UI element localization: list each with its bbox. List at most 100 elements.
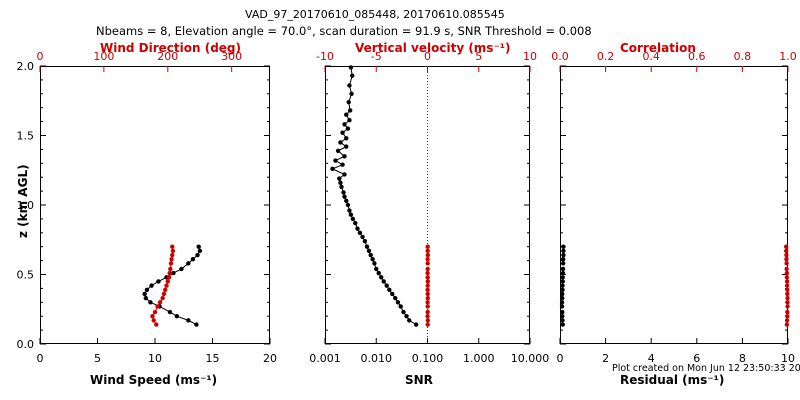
snr-point [364,244,370,249]
correlation-point [784,252,789,258]
wind-direction-point [164,283,169,288]
residual-point [559,300,565,305]
snr-point [339,184,344,190]
vertical-velocity-point [425,244,430,249]
x-tick-label: 0.100 [412,352,444,365]
snr-point [404,314,409,319]
residual-point [560,257,566,262]
x-tick-label: 0.010 [361,352,393,365]
wind-direction-point [161,291,167,297]
residual-point [560,287,565,292]
snr-point [338,180,343,185]
wind-speed-point [196,244,201,249]
wind-speed-point [194,322,199,327]
snr-point [346,99,351,105]
x-tick-label: 0.001 [309,352,341,365]
x-tick-label: 10 [523,50,537,63]
wind-speed-point [179,266,184,272]
y-tick-label: 2.0 [17,60,35,73]
correlation-point [785,291,790,297]
residual-point [560,283,565,288]
p3-bottom-axis-label: Residual (ms⁻¹) [620,373,725,387]
x-tick-label: 0 [37,352,44,365]
vertical-velocity-point [425,283,430,288]
x-tick-label: 6 [693,352,700,365]
vertical-velocity-point [425,257,430,262]
residual-point [560,318,565,323]
snr-point [357,230,363,235]
vertical-velocity-point [425,275,430,280]
snr-point [333,158,338,163]
snr-point [341,190,346,195]
snr-point [345,202,351,208]
panel-residual [560,66,788,344]
snr-point [381,279,386,284]
snr-point [393,295,398,301]
correlation-point [784,257,789,262]
correlation-point [785,287,790,292]
wind-speed-point [148,300,153,305]
residual-point [560,291,565,297]
correlation-point [784,270,790,276]
vertical-velocity-point [425,304,430,309]
wind-direction-point [152,309,158,315]
snr-point [335,148,341,153]
x-tick-label: 1.000 [463,352,495,365]
correlation-point [785,304,790,309]
snr-point [390,291,395,297]
x-tick-label: 0.8 [734,50,752,63]
snr-point [350,216,356,222]
wind-direction-point [155,304,160,309]
wind-speed-point [143,295,148,301]
snr-point [372,261,377,266]
snr-point [376,270,381,276]
x-tick-label: 10.000 [511,352,550,365]
wind-speed-point [149,283,154,288]
vertical-velocity-point [425,314,430,319]
wind-speed-point [186,318,191,323]
x-tick-label: 0.4 [642,50,660,63]
residual-point [560,275,565,280]
wind-speed-point [142,291,147,297]
x-tick-label: 20 [263,352,277,365]
snr-point [407,318,412,323]
snr-point [413,322,419,327]
wind-direction-point [168,261,174,266]
correlation-point [785,295,790,301]
p2-bottom-axis-label: SNR [405,373,433,387]
x-tick-label: 100 [93,50,114,63]
snr-point [337,176,342,181]
snr-point [348,65,354,70]
vertical-velocity-point [425,266,430,272]
correlation-point [783,248,789,254]
vertical-velocity-point [425,287,430,292]
residual-point [560,279,565,284]
snr-point [345,126,351,131]
x-tick-label: 1.0 [779,50,797,63]
wind-direction-point [168,266,173,272]
snr-point [340,162,345,167]
x-tick-label: 5 [94,352,101,365]
correlation-point [784,266,789,272]
snr-point [347,118,352,123]
residual-point [560,270,566,276]
wind-direction-point [167,270,172,276]
snr-point [342,172,347,177]
correlation-point [785,300,790,305]
panel-wind [40,66,270,344]
snr-point [347,83,352,88]
wind-direction-point [165,279,170,284]
wind-direction-point [157,300,163,305]
snr-point [387,287,392,292]
wind-speed-point [144,287,150,292]
residual-point [560,309,565,315]
x-tick-label: 15 [206,352,220,365]
snr-point [347,108,353,113]
snr-point [338,140,343,145]
snr-point [401,309,406,315]
correlation-point [785,314,790,319]
vertical-velocity-point [425,279,431,284]
x-tick-label: 0 [557,352,564,365]
snr-point [330,166,335,172]
